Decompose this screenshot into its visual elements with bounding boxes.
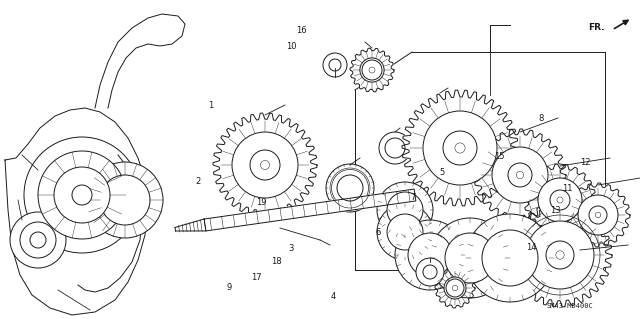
Circle shape [30,232,46,248]
Text: 4: 4 [330,292,335,301]
Circle shape [385,138,405,158]
Circle shape [387,192,423,228]
Circle shape [377,182,433,238]
Circle shape [329,59,341,71]
Circle shape [423,111,497,185]
Circle shape [20,222,56,258]
Text: 19: 19 [256,198,266,207]
Circle shape [452,285,458,291]
Polygon shape [435,268,475,308]
Circle shape [589,206,607,224]
Circle shape [578,195,618,235]
Circle shape [516,171,524,179]
Polygon shape [213,113,317,217]
Circle shape [260,160,269,169]
Circle shape [54,167,110,223]
Polygon shape [508,203,612,307]
Circle shape [550,190,570,210]
Polygon shape [524,164,596,236]
Text: 2: 2 [196,177,201,186]
Text: 12: 12 [580,158,591,167]
Polygon shape [350,48,394,92]
Circle shape [250,150,280,180]
Circle shape [416,258,444,286]
Circle shape [362,60,382,80]
Circle shape [100,175,150,225]
Polygon shape [204,189,416,231]
Circle shape [379,132,411,164]
Text: 9: 9 [227,283,232,292]
Circle shape [466,214,554,302]
Circle shape [595,212,601,218]
Circle shape [369,67,375,73]
Circle shape [10,212,66,268]
Circle shape [455,143,465,153]
Circle shape [557,197,563,203]
Circle shape [546,241,574,269]
Text: 14: 14 [526,243,536,252]
Circle shape [72,185,92,205]
Circle shape [492,147,548,203]
Text: 8: 8 [538,114,543,122]
Polygon shape [402,90,518,206]
Polygon shape [474,129,566,221]
Text: 1: 1 [209,101,214,110]
Circle shape [326,164,374,212]
Circle shape [360,58,384,82]
Circle shape [323,53,347,77]
Circle shape [556,251,564,259]
Circle shape [38,151,126,239]
Text: FR.: FR. [589,24,605,33]
Circle shape [408,233,452,277]
Circle shape [538,178,582,222]
Polygon shape [5,108,148,315]
Circle shape [430,218,510,298]
Circle shape [332,169,369,206]
Text: 5: 5 [439,168,444,177]
Circle shape [387,214,423,250]
Circle shape [423,265,437,279]
Text: 10: 10 [287,42,297,51]
Text: 6: 6 [375,228,380,237]
Circle shape [446,279,464,297]
Circle shape [526,221,594,289]
Circle shape [337,175,363,201]
Text: 11: 11 [562,184,572,193]
Circle shape [482,230,538,286]
Circle shape [444,277,466,299]
Text: 18: 18 [271,257,282,266]
Polygon shape [566,183,630,247]
Circle shape [377,204,433,260]
Circle shape [232,132,298,198]
Text: 7: 7 [410,193,415,202]
Circle shape [395,220,465,290]
Circle shape [508,163,532,187]
Circle shape [24,137,140,253]
Circle shape [445,233,495,283]
Text: 15: 15 [494,152,504,161]
Circle shape [443,131,477,165]
Text: 3: 3 [289,244,294,253]
Text: SM43-MD400C: SM43-MD400C [547,303,593,309]
Text: 13: 13 [550,206,561,215]
Polygon shape [95,14,185,108]
Circle shape [87,162,163,238]
Text: 16: 16 [296,26,307,35]
Text: 17: 17 [251,273,261,282]
